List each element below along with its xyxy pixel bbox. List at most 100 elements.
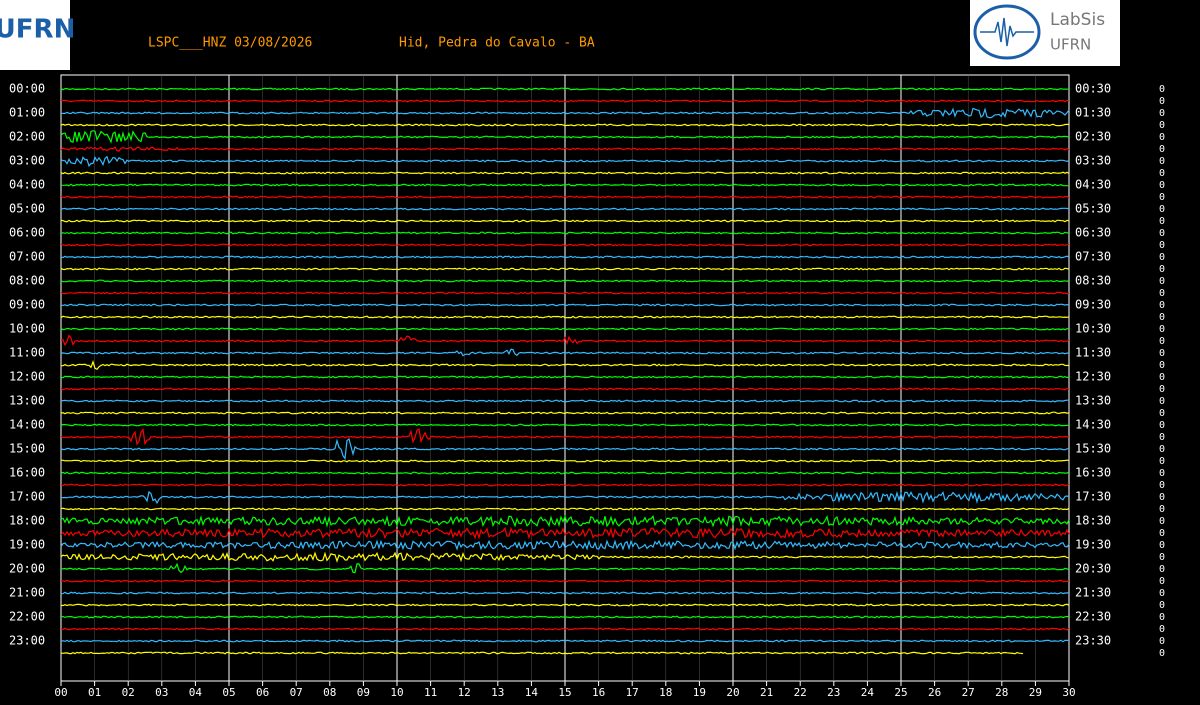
x-tick-label: 05 — [222, 686, 235, 699]
trace — [60, 387, 1070, 391]
right-column-value: 0 — [1159, 84, 1165, 95]
trace — [60, 315, 1070, 319]
right-column-value: 0 — [1159, 456, 1165, 467]
right-time-label: 22:30 — [1075, 610, 1111, 624]
trace — [60, 507, 1070, 511]
trace — [60, 255, 1070, 259]
trace — [60, 399, 1069, 403]
trace — [60, 243, 1070, 247]
right-column-value: 0 — [1159, 108, 1165, 119]
trace — [60, 279, 1070, 283]
left-time-label: 10:00 — [9, 322, 45, 336]
trace — [60, 375, 1070, 379]
x-tick-label: 29 — [1029, 686, 1042, 699]
x-tick-label: 10 — [390, 686, 403, 699]
x-tick-label: 07 — [290, 686, 303, 699]
trace — [60, 334, 1070, 347]
right-time-label: 16:30 — [1075, 466, 1111, 480]
x-tick-label: 19 — [693, 686, 706, 699]
trace — [60, 551, 1070, 563]
right-column-value: 0 — [1159, 372, 1165, 383]
left-time-label: 03:00 — [9, 154, 45, 168]
right-column-value: 0 — [1159, 480, 1165, 491]
labsis-title: LabSis — [1050, 10, 1105, 30]
trace — [60, 423, 1070, 427]
right-column-value: 0 — [1159, 360, 1165, 371]
right-time-label: 10:30 — [1075, 322, 1111, 336]
right-time-label: 12:30 — [1075, 370, 1111, 384]
left-time-label: 20:00 — [9, 562, 45, 576]
trace — [60, 303, 1070, 307]
right-time-label: 04:30 — [1075, 178, 1111, 192]
right-time-label: 02:30 — [1075, 130, 1111, 144]
left-time-label: 01:00 — [9, 106, 45, 120]
right-time-label: 01:30 — [1075, 106, 1111, 120]
right-column-value: 0 — [1159, 312, 1165, 323]
x-tick-label: 03 — [155, 686, 168, 699]
trace — [60, 107, 1070, 119]
right-column-value: 0 — [1159, 528, 1165, 539]
right-column-value: 0 — [1159, 204, 1165, 215]
right-time-label: 14:30 — [1075, 418, 1111, 432]
ufrn-logo: UFRN — [0, 15, 75, 45]
x-tick-label: 04 — [189, 686, 203, 699]
right-column-value: 0 — [1159, 288, 1165, 299]
right-column-value: 0 — [1159, 384, 1165, 395]
right-time-label: 07:30 — [1075, 250, 1111, 264]
right-column-value: 0 — [1159, 588, 1165, 599]
x-tick-label: 23 — [827, 686, 840, 699]
right-column-value: 0 — [1159, 192, 1165, 203]
right-column-value: 0 — [1159, 324, 1165, 335]
x-tick-label: 00 — [54, 686, 67, 699]
trace — [60, 603, 1070, 607]
trace — [60, 267, 1070, 271]
left-time-label: 18:00 — [9, 514, 45, 528]
labsis-logo-ring — [973, 4, 1041, 60]
right-column-value: 0 — [1159, 432, 1165, 443]
trace — [60, 411, 1070, 415]
x-tick-label: 06 — [256, 686, 269, 699]
trace — [61, 459, 1070, 463]
trace — [60, 483, 1070, 487]
x-tick-label: 20 — [726, 686, 739, 699]
left-time-label: 07:00 — [9, 250, 45, 264]
right-column-value: 0 — [1159, 216, 1165, 227]
right-time-label: 08:30 — [1075, 274, 1111, 288]
x-tick-label: 17 — [626, 686, 639, 699]
trace — [60, 562, 1070, 574]
left-time-label: 19:00 — [9, 538, 45, 552]
trace — [61, 360, 1070, 371]
right-column-value: 0 — [1159, 264, 1165, 275]
left-time-label: 08:00 — [9, 274, 45, 288]
right-column-value: 0 — [1159, 516, 1165, 527]
right-column-value: 0 — [1159, 180, 1165, 191]
ufrn-logo-bg — [0, 0, 70, 70]
labsis-logo-wave — [980, 17, 1034, 47]
x-tick-label: 14 — [525, 686, 539, 699]
right-time-label: 21:30 — [1075, 586, 1111, 600]
left-time-label: 04:00 — [9, 178, 45, 192]
right-column-value: 0 — [1159, 252, 1165, 263]
right-column-value: 0 — [1159, 468, 1165, 479]
x-tick-label: 08 — [323, 686, 336, 699]
right-time-label: 19:30 — [1075, 538, 1111, 552]
left-time-label: 15:00 — [9, 442, 45, 456]
x-tick-label: 15 — [558, 686, 571, 699]
right-time-label: 13:30 — [1075, 394, 1111, 408]
left-time-label: 09:00 — [9, 298, 45, 312]
trace — [60, 591, 1070, 595]
right-column-value: 0 — [1159, 564, 1165, 575]
right-column-value: 0 — [1159, 132, 1165, 143]
left-time-label: 11:00 — [9, 346, 45, 360]
x-tick-label: 22 — [794, 686, 807, 699]
right-time-label: 09:30 — [1075, 298, 1111, 312]
right-column-value: 0 — [1159, 240, 1165, 251]
left-time-label: 16:00 — [9, 466, 45, 480]
right-column-value: 0 — [1159, 96, 1165, 107]
right-column-value: 0 — [1159, 444, 1165, 455]
right-column-value: 0 — [1159, 636, 1165, 647]
right-time-label: 23:30 — [1075, 634, 1111, 648]
x-tick-label: 24 — [861, 686, 875, 699]
x-tick-label: 16 — [592, 686, 605, 699]
